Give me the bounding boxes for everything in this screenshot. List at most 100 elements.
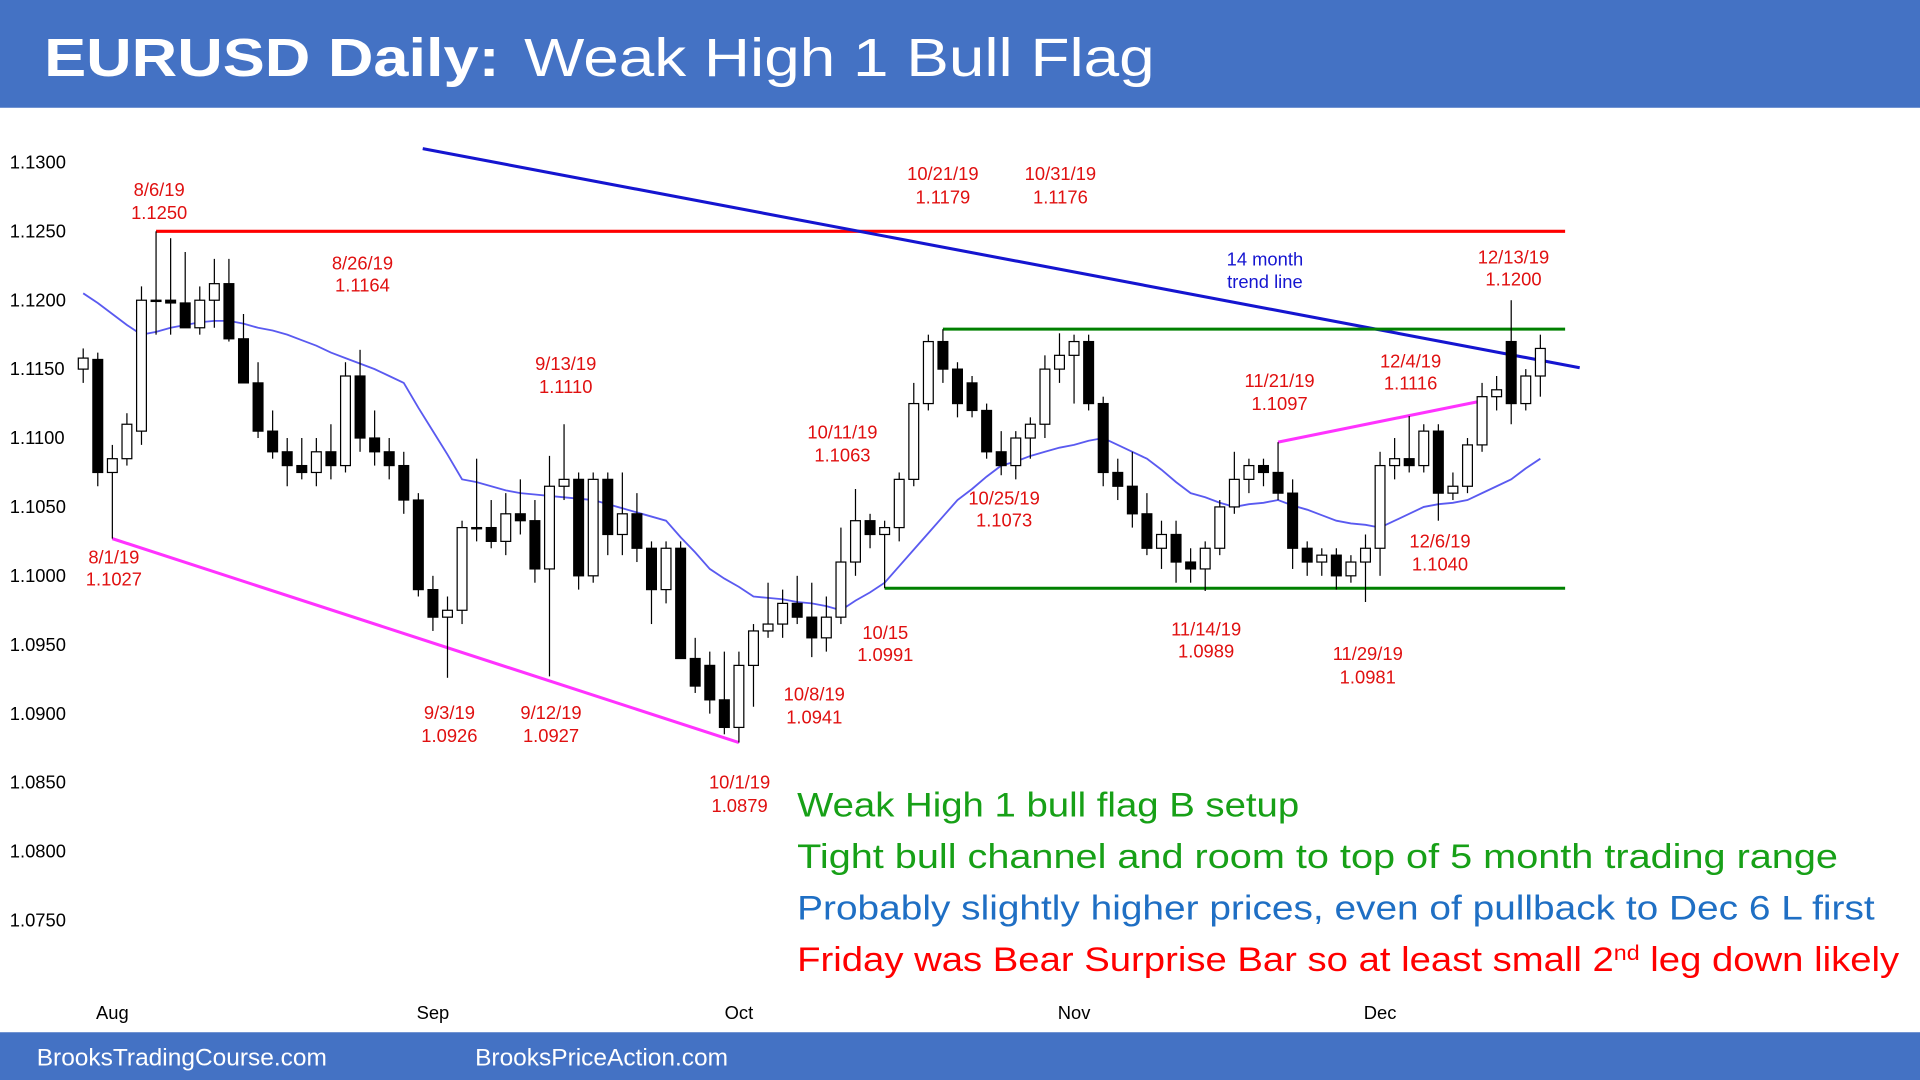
annotation-date: 10/25/19 (968, 487, 1039, 508)
candle-body (1330, 554, 1342, 577)
annotation-price: 1.1110 (539, 376, 592, 397)
commentary-line: Weak High 1 bull flag B setup (797, 787, 1299, 825)
annotation-date: 9/13/19 (535, 353, 596, 374)
annotation-date: 8/6/19 (134, 179, 185, 200)
candle-body (1359, 547, 1372, 563)
y-tick-label: 1.1100 (10, 427, 65, 448)
candle-body (864, 520, 876, 536)
candle-body (354, 375, 366, 439)
candle-body (747, 630, 759, 667)
commentary-line: Probably slightly higher prices, even of… (797, 890, 1875, 928)
candle-body (106, 458, 118, 474)
header-band (0, 0, 1920, 108)
candle-body (937, 340, 949, 370)
candle-body (733, 664, 745, 729)
trend-line-label: 14 month (1227, 249, 1304, 270)
trend-line (1277, 399, 1483, 444)
plot: 1.1300 1.1250 1.1200 1.1150 1.1100 1.1050 1.10… (10, 147, 1580, 1023)
annotation-date: 10/15 (862, 622, 908, 643)
x-tick-label: Nov (1058, 1002, 1091, 1023)
annotation-date: 9/12/19 (520, 702, 581, 723)
candle-body (135, 299, 148, 432)
candle-body (471, 526, 483, 530)
annotation-date: 11/14/19 (1171, 619, 1241, 640)
candle-body (121, 423, 133, 460)
commentary-text: nd (1614, 942, 1640, 965)
annotation-date: 10/1/19 (709, 772, 770, 793)
trend-line (111, 537, 740, 745)
trend-line-label: trend line (1227, 271, 1303, 292)
candle-body (1039, 368, 1051, 425)
candle-body (165, 299, 177, 304)
annotation-price: 1.0991 (857, 644, 913, 665)
annotation-date: 10/8/19 (784, 683, 845, 704)
candle-body (1272, 471, 1284, 494)
annotation-price: 1.1179 (915, 186, 970, 207)
annotation-date: 8/1/19 (88, 546, 139, 567)
candle-body (1418, 430, 1430, 467)
candle-body (1053, 354, 1066, 370)
annotation-price: 1.1176 (1033, 186, 1088, 207)
annotation-date: 12/4/19 (1380, 350, 1441, 371)
candle-body (1491, 389, 1503, 398)
annotation-price: 1.1116 (1384, 372, 1437, 393)
candle-body (645, 547, 657, 591)
y-tick-label: 1.1050 (10, 496, 66, 517)
candle-body (689, 657, 701, 687)
candle-body (1520, 375, 1532, 405)
commentary-line: Tight bull channel and room to top of 5 … (797, 838, 1838, 876)
x-tick-label: Aug (96, 1002, 129, 1023)
candle-body (849, 520, 862, 563)
annotation-price: 1.1250 (131, 202, 187, 223)
candle-body (631, 513, 643, 549)
candle-body (1257, 464, 1269, 474)
candle-body (1126, 485, 1138, 515)
candle-body (704, 664, 716, 701)
commentary-text: leg down likely (1640, 941, 1900, 979)
annotation-price: 1.1200 (1485, 268, 1541, 289)
candle-body (1243, 464, 1255, 480)
candle-body (908, 402, 920, 480)
y-tick-label: 1.1300 (10, 152, 66, 173)
candle-body (791, 602, 803, 618)
candle-body (675, 547, 687, 660)
y-tick-label: 1.1000 (10, 565, 66, 586)
candle-body (339, 375, 351, 467)
candle-body (369, 437, 381, 453)
candle-body (835, 561, 847, 618)
candle-body (1534, 347, 1546, 377)
candle-body (1461, 444, 1473, 487)
annotation-price: 1.0879 (712, 795, 768, 816)
candle-body (1024, 423, 1036, 439)
candle-body (1199, 547, 1211, 570)
candle-body (762, 623, 774, 632)
x-tick-label: Dec (1364, 1002, 1397, 1023)
candle-body (529, 520, 541, 570)
y-tick-label: 1.0850 (10, 772, 66, 793)
candle-body (208, 283, 220, 301)
candle-body (1389, 458, 1401, 467)
annotation-price: 1.1164 (335, 274, 390, 295)
candle-body (179, 302, 191, 329)
candle-body (1403, 458, 1415, 467)
y-tick-label: 1.0950 (10, 634, 66, 655)
commentary-text: Tight bull channel and room to top of 5 … (797, 838, 1838, 876)
annotation-price: 1.0927 (523, 725, 579, 746)
annotation-date: 10/31/19 (1025, 163, 1096, 184)
candle-body (485, 526, 497, 542)
commentary-text: Probably slightly higher prices, even of… (797, 890, 1875, 928)
candle-body (966, 382, 978, 412)
candle-body (1185, 561, 1197, 570)
candle-body (252, 382, 264, 432)
title-rest: Weak High 1 Bull Flag (524, 28, 1155, 88)
candle-body (1374, 464, 1386, 549)
candle-body (1214, 506, 1226, 549)
candle-body (1083, 340, 1095, 405)
candle-body (1432, 430, 1444, 494)
candle-body (616, 513, 628, 536)
candle-body (1010, 437, 1022, 467)
annotation-date: 11/21/19 (1245, 370, 1315, 391)
annotation-price: 1.1097 (1252, 393, 1308, 414)
